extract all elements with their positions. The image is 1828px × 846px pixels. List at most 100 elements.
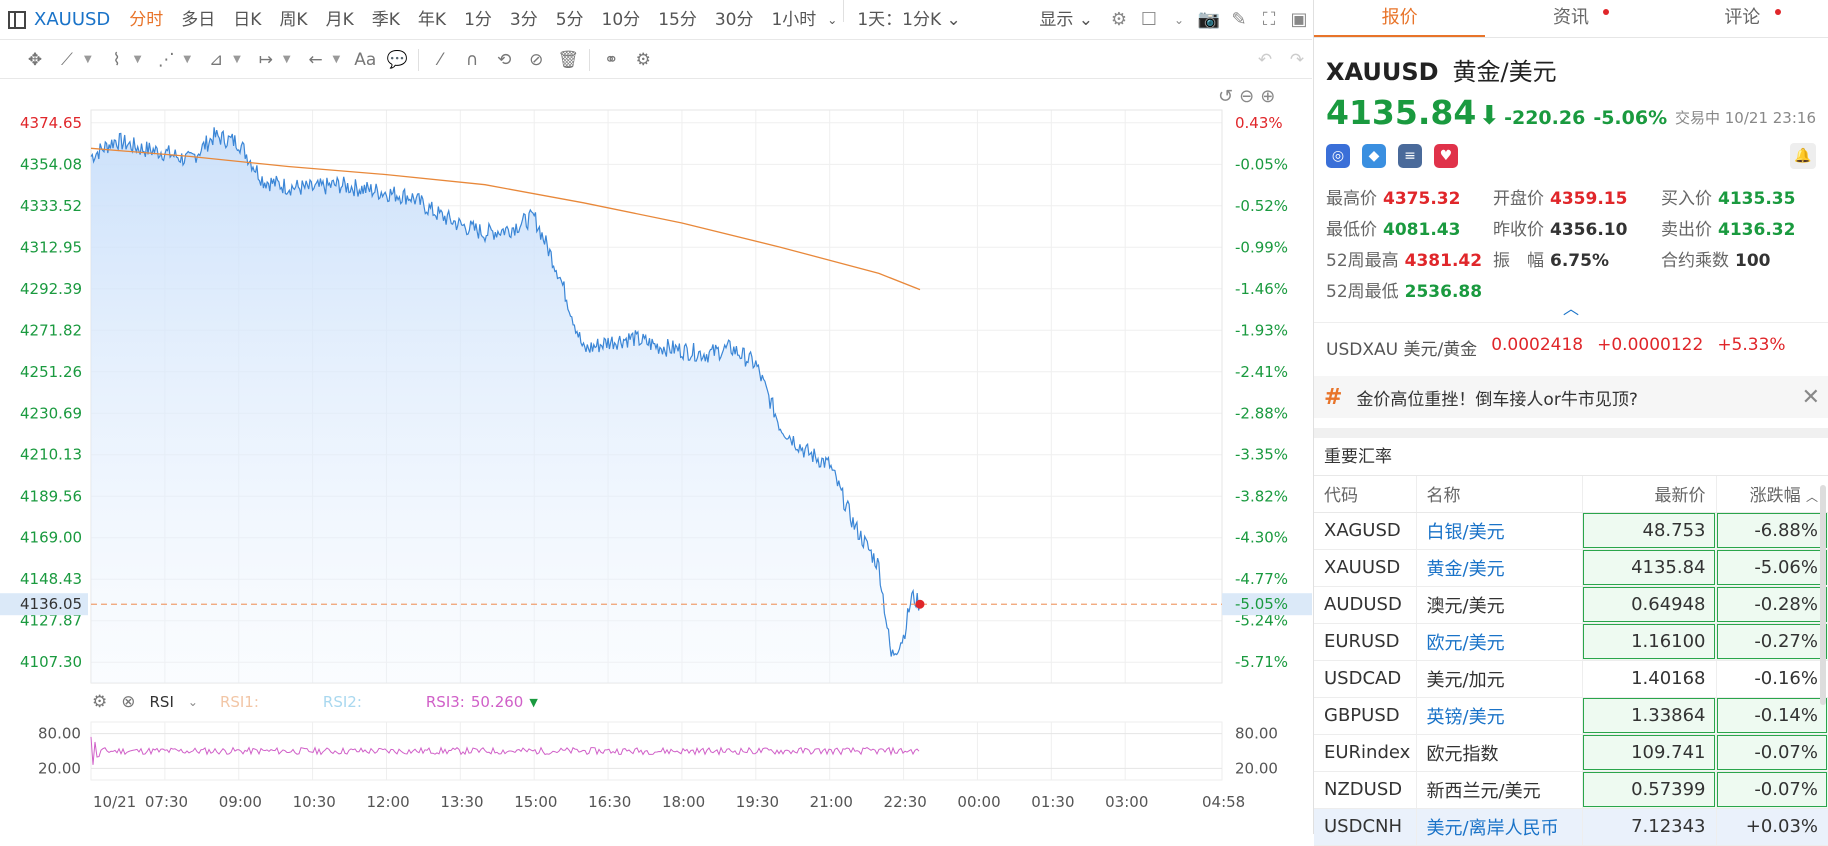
chevron-down-icon[interactable]: ⌄ — [1173, 12, 1185, 27]
heart-icon[interactable]: ♥ — [1434, 144, 1458, 168]
tab-comments[interactable]: 评论 — [1657, 0, 1828, 37]
reset-icon[interactable]: ↺ — [1218, 86, 1234, 107]
news-banner[interactable]: # 金价高位重挫！倒车接人or牛市见顶? ✕ — [1314, 376, 1828, 418]
col-name[interactable]: 名称 — [1415, 476, 1582, 513]
chevron-down-icon[interactable]: ▼ — [332, 54, 341, 65]
timeframe-8[interactable]: 3分 — [509, 9, 538, 30]
bell-icon[interactable]: 🔔 — [1790, 143, 1816, 169]
symbol-selector[interactable]: XAUUSD — [0, 9, 120, 30]
compare-icon[interactable]: ⚭ — [604, 49, 619, 70]
close-icon[interactable]: ⊗ — [121, 692, 136, 712]
timeframe-6[interactable]: 年K — [417, 9, 447, 30]
rate-price: 0.57399 — [1581, 771, 1716, 809]
comment-icon[interactable]: 💬 — [386, 49, 408, 70]
sidebar-toggle-icon[interactable] — [8, 10, 26, 29]
document-icon[interactable]: ≡ — [1398, 144, 1422, 168]
layout-square-icon[interactable]: ☐ — [1140, 9, 1158, 30]
panel-toggle-icon[interactable]: ▣ — [1290, 9, 1308, 30]
table-row[interactable]: USDCAD 美元/加元 1.40168 -0.16% — [1314, 660, 1828, 698]
col-price[interactable]: 最新价 — [1581, 476, 1716, 513]
rate-name: 美元/加元 — [1415, 660, 1582, 698]
trash-icon[interactable]: 🗑 — [557, 49, 580, 70]
price-axis-label: 4189.56 — [20, 487, 82, 505]
stat-5: 卖出价 4136.32 — [1661, 215, 1828, 240]
chevron-down-icon[interactable]: ⌄ — [827, 12, 838, 27]
chart-area[interactable]: 4374.65 4354.08 4333.52 4312.95 4292.39 4271.… — [0, 80, 1312, 834]
brush-icon[interactable]: ⁄ — [438, 49, 442, 70]
zoom-out-icon[interactable]: ⊖ — [1239, 86, 1255, 107]
settings-icon[interactable]: ⚙ — [635, 49, 651, 70]
table-row[interactable]: NZDUSD 新西兰元/美元 0.57399 -0.07% — [1314, 771, 1828, 809]
tab-news[interactable]: 资讯 — [1485, 0, 1656, 37]
fullscreen-icon[interactable]: ⛶ — [1262, 9, 1276, 30]
text-icon[interactable]: Aa — [354, 49, 377, 70]
fib-icon[interactable]: ⊿ — [208, 49, 224, 70]
wave-icon[interactable]: ⋰ — [157, 49, 175, 70]
table-row[interactable]: XAUUSD 黄金/美元 4135.84 -5.06% — [1314, 549, 1828, 587]
timeframe-9[interactable]: 5分 — [555, 9, 584, 30]
timeframe-11[interactable]: 15分 — [658, 9, 697, 30]
time-axis-label: 10:30 — [293, 793, 336, 811]
stat-1: 开盘价 4359.15 — [1493, 184, 1661, 209]
hide-icon[interactable]: ⊘ — [529, 49, 544, 70]
redo-icon[interactable]: ↷ — [1289, 49, 1305, 70]
trendline-icon[interactable]: ⟋ — [61, 49, 73, 70]
camera-icon[interactable]: 📷 — [1197, 9, 1221, 30]
chevron-down-icon[interactable]: ▼ — [233, 54, 241, 65]
col-change[interactable]: 涨跌幅 ︿ — [1715, 476, 1828, 513]
chevron-down-icon[interactable]: ▼ — [84, 54, 92, 65]
timeframe-10[interactable]: 10分 — [601, 9, 641, 30]
tag-icon[interactable]: ◆ — [1362, 144, 1386, 168]
chevron-down-icon[interactable]: ▼ — [133, 54, 142, 65]
chevron-down-icon[interactable]: ▼ — [183, 54, 192, 65]
scrollbar[interactable] — [1820, 485, 1826, 705]
pct-axis-label: -5.24% — [1235, 612, 1288, 630]
chevron-down-icon[interactable]: ⌄ — [187, 695, 198, 709]
magnet-icon[interactable]: ∩ — [465, 49, 479, 70]
close-icon[interactable]: ✕ — [1801, 384, 1820, 410]
timeframe-4[interactable]: 月K — [325, 9, 354, 30]
rsi-level-label: 20.00 — [1235, 759, 1278, 777]
undo-icon[interactable]: ↶ — [1257, 49, 1273, 70]
rate-change: -0.27% — [1715, 623, 1828, 661]
table-row[interactable]: XAGUSD 白银/美元 48.753 -6.88% — [1314, 512, 1828, 550]
table-row[interactable]: AUDUSD 澳元/美元 0.64948 -0.28% — [1314, 586, 1828, 624]
globe-icon[interactable]: ◎ — [1326, 144, 1350, 168]
measure-icon[interactable]: ↦ — [258, 49, 273, 70]
pencil-icon[interactable]: ✎ — [1231, 9, 1247, 30]
timeframe-0[interactable]: 分时 — [129, 9, 164, 30]
stat-value: 2536.88 — [1404, 282, 1483, 302]
table-row[interactable]: GBPUSD 英镑/美元 1.33864 -0.14% — [1314, 697, 1828, 735]
price-axis-label: 4354.08 — [20, 155, 82, 173]
price-chart[interactable]: 4374.65 4354.08 4333.52 4312.95 4292.39 4271.… — [0, 80, 1312, 834]
table-row[interactable]: EURUSD 欧元/美元 1.16100 -0.27% — [1314, 623, 1828, 661]
timeframe-3[interactable]: 周K — [279, 9, 308, 30]
display-menu[interactable]: 显示 ⌄ — [1039, 9, 1093, 30]
table-row[interactable]: EURindex 欧元指数 109.741 -0.07% — [1314, 734, 1828, 772]
chevron-down-icon[interactable]: ▼ — [282, 54, 291, 65]
zoom-in-icon[interactable]: ⊕ — [1260, 86, 1276, 107]
collapse-chevron-icon[interactable]: ︿ — [1562, 299, 1579, 318]
timeframe-2[interactable]: 日K — [233, 9, 262, 30]
table-row[interactable]: USDCNH 美元/离岸人民币 7.12343 +0.03% — [1314, 808, 1828, 846]
rate-change: -0.14% — [1715, 697, 1828, 735]
timeframe-13[interactable]: 1小时 — [771, 9, 817, 30]
range-select[interactable]: 1天：1分K ⌄ — [857, 9, 961, 30]
col-code[interactable]: 代码 — [1314, 476, 1416, 513]
settings-icon[interactable]: ⚙ — [92, 692, 108, 712]
timeframe-5[interactable]: 季K — [371, 9, 400, 30]
polyline-icon[interactable]: ⌇ — [112, 49, 121, 70]
inverse-quote[interactable]: USDXAU 美元/黄金 0.0002418 +0.0000122 +5.33% — [1314, 322, 1828, 372]
sync-icon[interactable]: ⟲ — [497, 49, 512, 70]
stat-label: 开盘价 — [1493, 189, 1544, 209]
tab-quote[interactable]: 报价 — [1314, 0, 1486, 37]
quote-panel: 报价 资讯 评论 XAUUSD 黄金/美元 4135.84 ⬇ -220.26 … — [1313, 0, 1828, 846]
pct-axis-label: -1.93% — [1235, 321, 1288, 339]
arrow-left-icon[interactable]: ← — [308, 49, 323, 70]
settings-icon[interactable]: ⚙ — [1110, 9, 1128, 30]
timeframe-7[interactable]: 1分 — [464, 9, 492, 30]
timeframe-12[interactable]: 30分 — [714, 9, 754, 30]
timeframe-1[interactable]: 多日 — [181, 9, 216, 30]
arrow-down-icon: ⬇ — [1478, 101, 1501, 131]
move-icon[interactable]: ✥ — [27, 49, 43, 70]
